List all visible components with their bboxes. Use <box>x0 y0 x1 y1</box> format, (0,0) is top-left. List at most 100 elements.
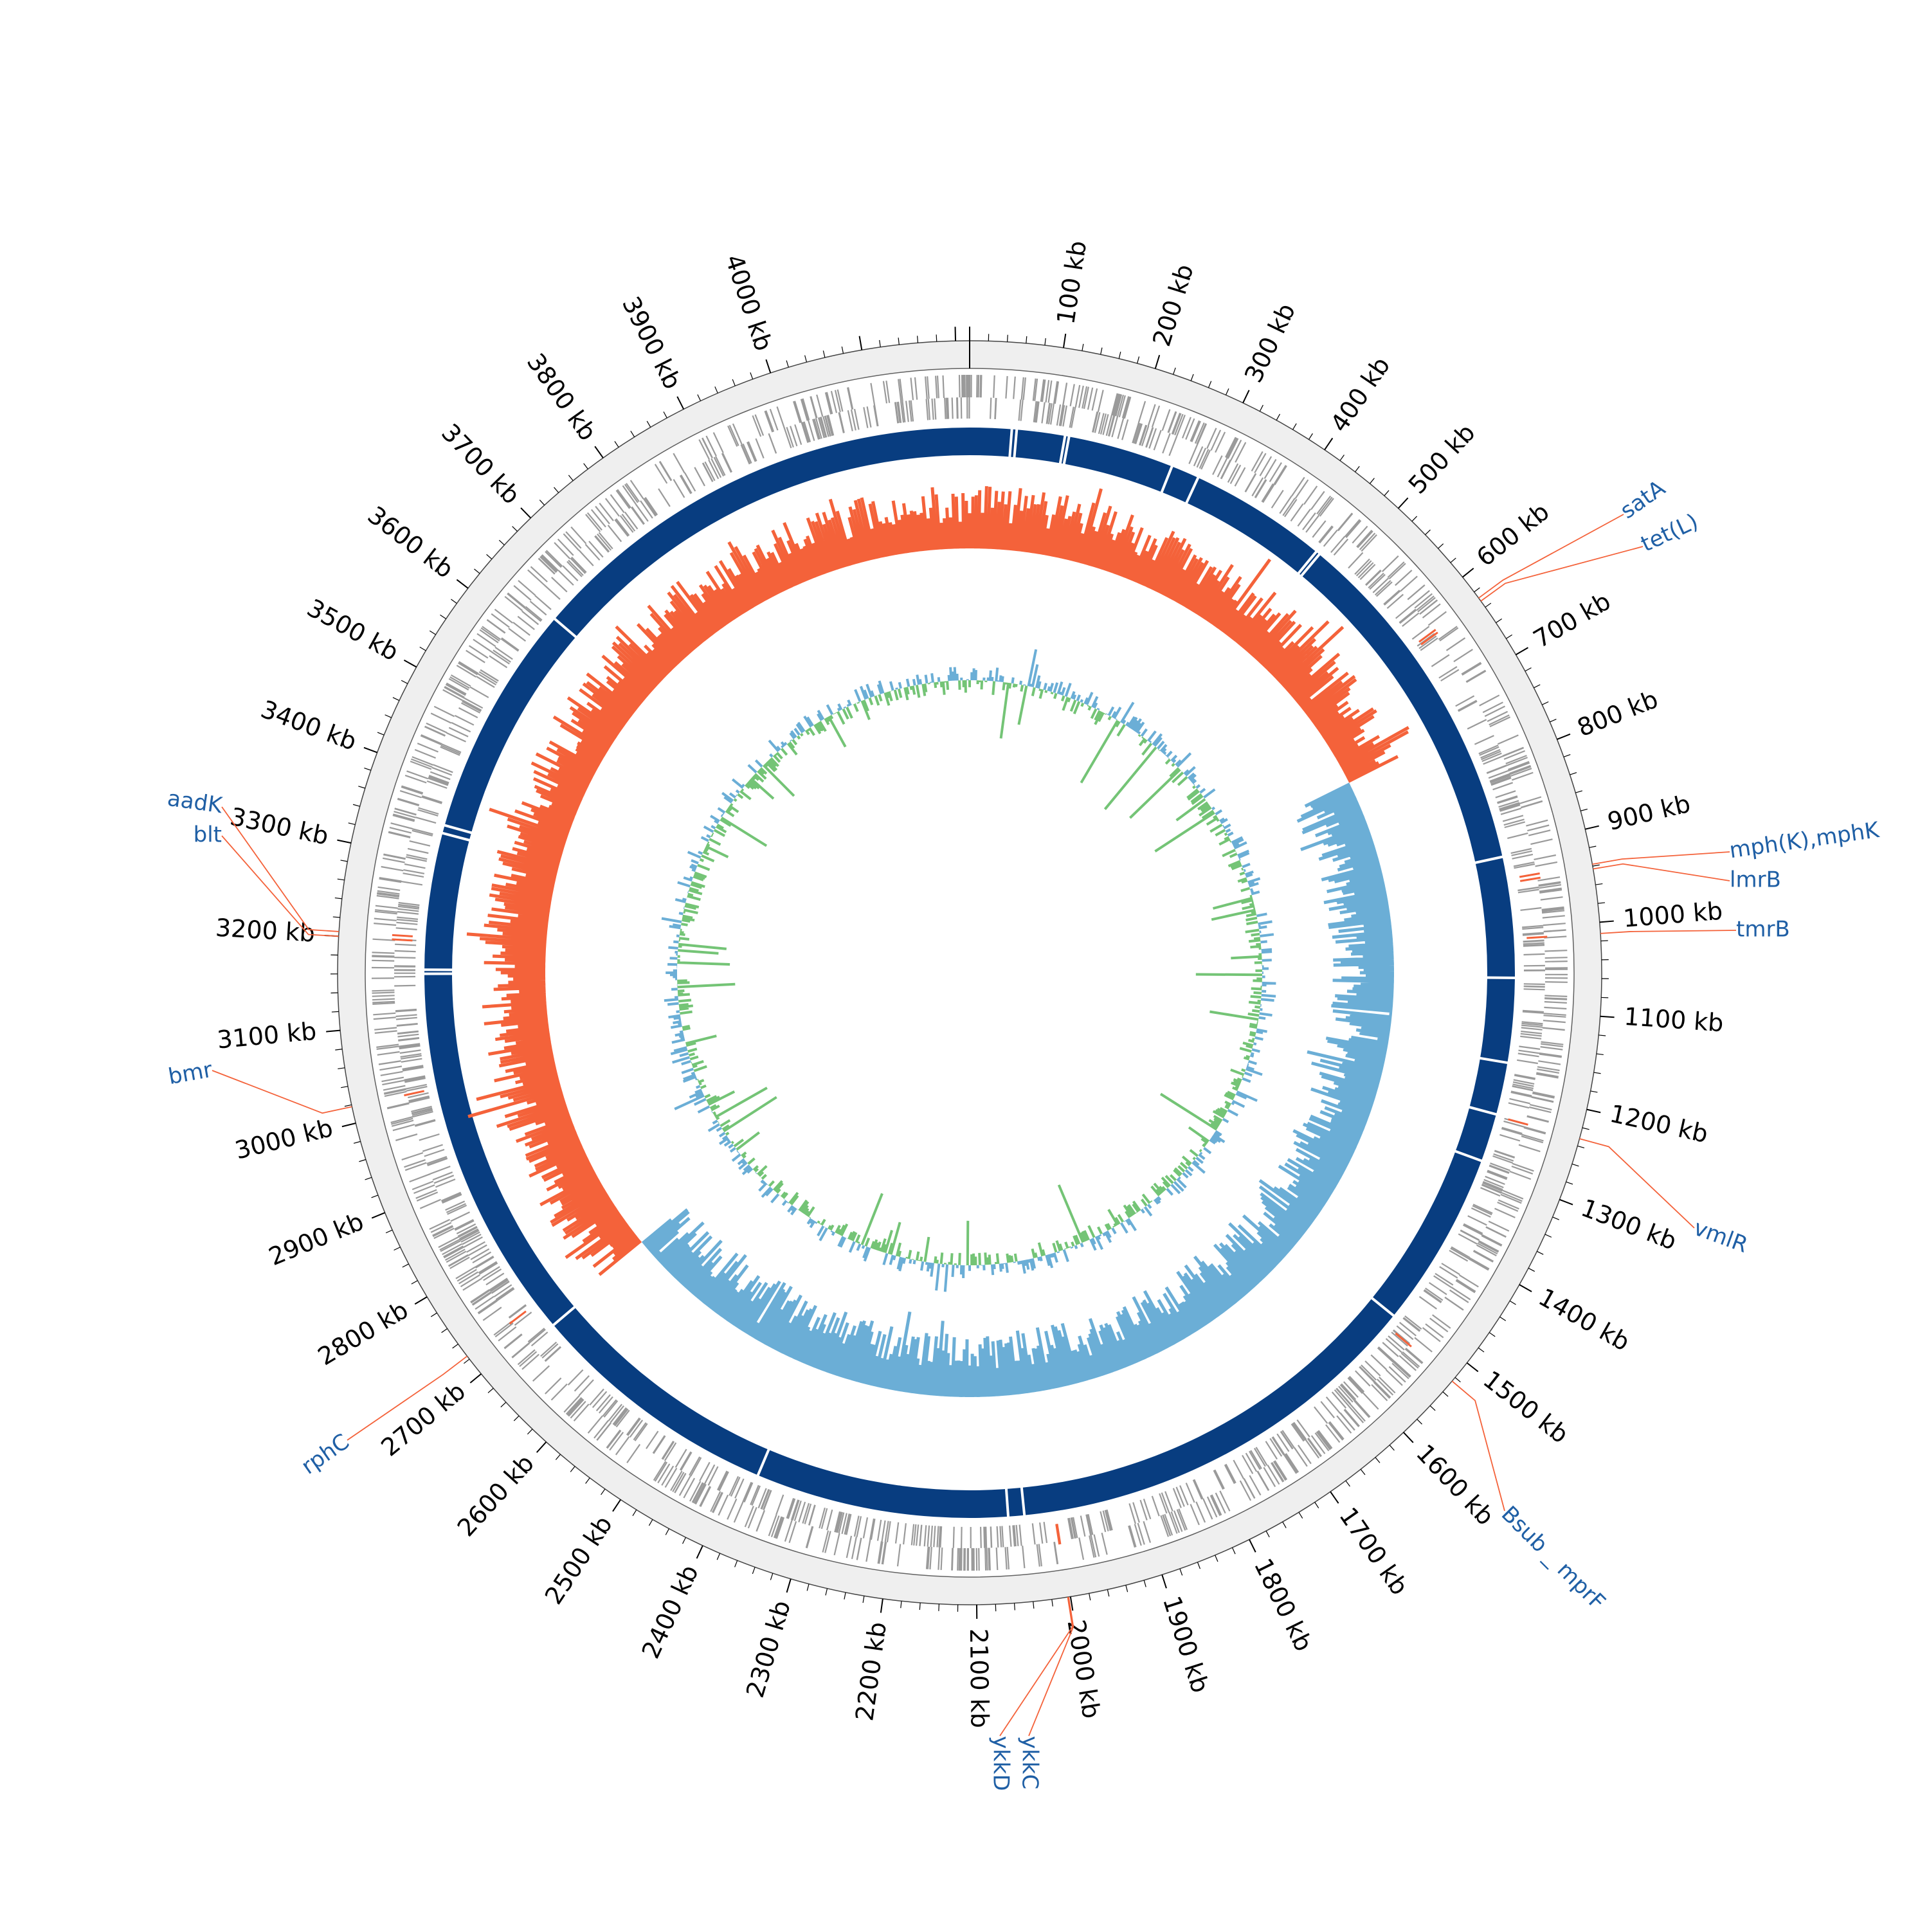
minor-tick <box>364 768 370 771</box>
gene-label-line <box>1000 1597 1073 1736</box>
gene-label: aadK <box>166 786 225 819</box>
resistance-feature-mark <box>392 935 413 936</box>
minor-tick <box>1537 1251 1543 1254</box>
tick-label: 400 kb <box>1325 352 1396 437</box>
major-tick <box>337 840 351 844</box>
major-tick <box>415 1297 427 1304</box>
major-tick <box>470 1374 481 1383</box>
minor-tick <box>844 1593 846 1600</box>
tick-label: 3800 kb <box>521 348 602 446</box>
minor-tick <box>475 569 480 573</box>
minor-tick <box>403 1264 409 1267</box>
minor-tick <box>1443 1392 1448 1396</box>
minor-tick <box>1525 668 1532 671</box>
minor-tick <box>430 631 435 635</box>
minor-tick <box>570 1467 575 1472</box>
major-tick <box>537 1442 547 1452</box>
minor-tick <box>386 1230 392 1232</box>
minor-tick <box>1500 1317 1506 1321</box>
major-tick <box>1325 438 1332 449</box>
tick-label: 2200 kb <box>850 1620 892 1722</box>
major-tick <box>372 1213 385 1218</box>
gene-label: ykkC <box>1017 1736 1043 1789</box>
minor-tick <box>715 386 718 393</box>
minor-tick <box>488 1388 493 1393</box>
minor-tick <box>880 340 881 347</box>
minor-tick <box>750 372 753 379</box>
minor-tick <box>919 1603 920 1610</box>
minor-tick <box>354 1141 361 1143</box>
minor-tick <box>487 554 492 559</box>
major-tick <box>1560 1200 1573 1205</box>
gene-label: lmrB <box>1730 867 1781 893</box>
minor-tick <box>556 1454 560 1459</box>
minor-tick <box>1455 1378 1460 1382</box>
tick-label: 300 kb <box>1239 299 1301 387</box>
minor-tick <box>1426 530 1431 535</box>
major-tick <box>1587 1110 1600 1113</box>
tick-label: 3600 kb <box>363 501 459 584</box>
minor-tick <box>1451 558 1456 563</box>
minor-tick <box>1137 357 1139 364</box>
tick-label: 3900 kb <box>617 292 687 393</box>
major-tick <box>881 1599 883 1613</box>
major-tick <box>521 508 530 518</box>
minor-tick <box>1276 414 1280 420</box>
tick-label: 1800 kb <box>1249 1554 1318 1656</box>
major-tick <box>1557 734 1570 739</box>
minor-tick <box>341 860 348 862</box>
minor-tick <box>1595 884 1602 885</box>
minor-tick <box>1577 1146 1584 1148</box>
minor-tick <box>649 1519 653 1526</box>
tick-label: 2600 kb <box>452 1449 539 1542</box>
minor-tick <box>345 1105 352 1106</box>
minor-tick <box>1384 491 1389 496</box>
minor-tick <box>732 379 735 386</box>
minor-tick <box>735 1560 738 1567</box>
minor-tick <box>1260 405 1263 411</box>
minor-tick <box>1180 1569 1182 1575</box>
major-tick <box>1162 1575 1166 1588</box>
minor-tick <box>539 500 544 505</box>
major-tick <box>1155 355 1159 368</box>
major-tick <box>364 748 377 753</box>
minor-tick <box>1089 1593 1091 1600</box>
major-tick <box>1519 1285 1532 1292</box>
minor-tick <box>1575 791 1582 793</box>
minor-tick <box>666 1529 669 1535</box>
minor-tick <box>464 1359 469 1364</box>
tick-label: 700 kb <box>1528 587 1615 654</box>
major-tick <box>1249 1540 1256 1553</box>
minor-tick <box>1582 1128 1589 1130</box>
tick-label: 2800 kb <box>313 1296 413 1371</box>
tick-label: 2500 kb <box>539 1511 618 1609</box>
minor-tick <box>786 361 788 368</box>
minor-tick <box>338 1068 345 1069</box>
minor-tick <box>568 475 573 481</box>
minor-tick <box>1572 1164 1579 1166</box>
minor-tick <box>1580 809 1588 811</box>
tick-label: 200 kb <box>1147 261 1199 350</box>
minor-tick <box>1375 1458 1380 1463</box>
minor-tick <box>341 1087 348 1088</box>
minor-tick <box>1346 1481 1350 1486</box>
minor-tick <box>1438 544 1444 548</box>
tick-label: 2900 kb <box>265 1207 368 1272</box>
tick-label: 800 kb <box>1573 685 1662 742</box>
minor-tick <box>898 338 899 345</box>
minor-tick <box>1144 1580 1146 1587</box>
minor-tick <box>584 464 588 469</box>
minor-tick <box>499 540 504 545</box>
minor-tick <box>514 1416 519 1421</box>
gene-label-line <box>1029 1597 1073 1736</box>
gene-label: ykkD <box>988 1736 1014 1791</box>
minor-tick <box>401 680 408 683</box>
major-tick <box>1330 1492 1339 1503</box>
minor-tick <box>1173 368 1176 374</box>
minor-tick <box>1496 618 1501 622</box>
tick-label: 1300 kb <box>1577 1193 1680 1256</box>
minor-tick <box>1226 388 1228 395</box>
minor-tick <box>1033 1602 1034 1609</box>
minor-tick <box>1361 1469 1365 1475</box>
